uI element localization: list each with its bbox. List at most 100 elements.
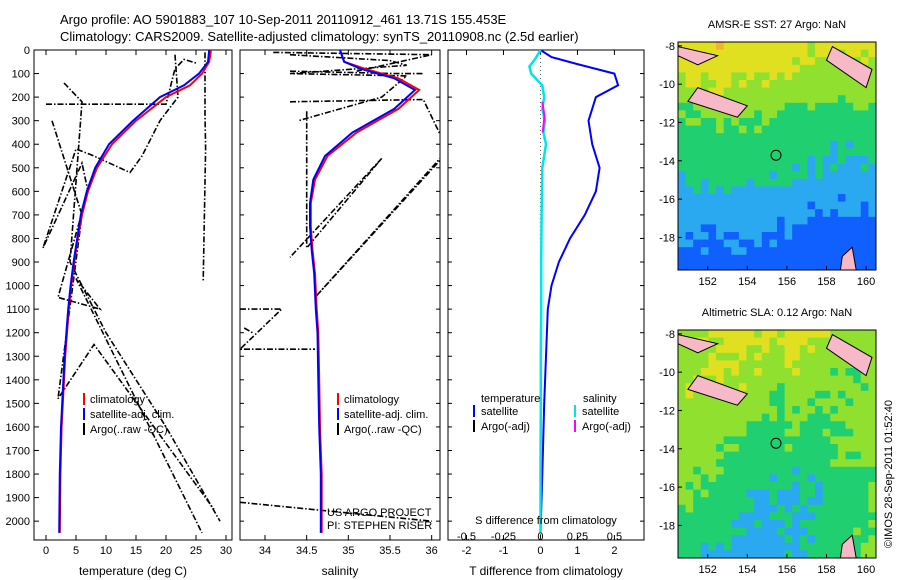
map-cell [716,520,725,529]
map-cell [693,428,702,437]
plot-frame [33,49,233,541]
map-cell [693,232,702,241]
map-cell [761,186,770,195]
diff-temp-satellite-line [539,50,620,533]
map-cell [860,428,869,437]
map-cell [685,209,694,218]
map-cell [853,482,862,491]
map-cell [792,178,801,187]
map-cell [769,451,778,460]
map-cell [830,110,839,119]
map-cell [830,125,839,134]
map-cell [792,64,801,73]
map-cell [792,262,801,270]
map-cell [792,406,801,415]
map-cell [731,178,740,187]
x-tick-label: 2 [611,545,617,557]
map-cell [700,504,709,513]
map-cell [700,224,709,233]
map-cell [723,428,732,437]
map-cell [837,194,847,203]
map-cell [822,413,831,422]
map-cell [693,209,702,218]
map-cell [723,194,732,203]
map-cell [738,125,748,134]
map-cell [700,413,709,422]
map-cell [792,72,801,81]
map-cell [799,209,808,218]
map-cell [731,428,740,437]
map-cell [738,156,748,165]
map-cell [716,201,725,210]
x-tick-label: 35.5 [379,545,400,557]
map-cell [678,133,687,142]
map-cell [799,413,808,422]
temp-satellite-line [58,50,211,533]
map-cell [792,247,801,256]
map-cell [746,398,755,407]
map-cell [799,406,808,415]
map-cell [837,216,847,225]
map-cell [837,125,847,134]
map-cell [754,262,763,270]
map-cell [716,474,725,483]
map-cell [837,375,847,384]
map-cell [723,451,732,460]
map-cell [853,368,862,377]
map-cell [799,474,808,483]
map-cell [738,95,748,104]
map-cell [723,375,732,384]
map-cell [777,87,786,96]
map-cell [799,80,808,89]
map-cell [815,186,824,195]
map-cell [723,57,732,66]
map-cell [693,216,702,225]
map-cell [868,466,876,475]
map-cell [761,80,770,89]
map-cell [860,178,869,187]
map-cell [754,375,763,384]
map-cell [678,57,687,66]
map-cell [754,216,763,225]
map-cell [853,201,862,210]
map-cell [693,482,702,491]
map-cell [868,520,876,529]
map-cell [738,330,748,339]
map-cell [723,42,732,51]
map-cell [693,459,702,468]
y-tick-label: 1800 [6,469,30,481]
map-cell [860,520,869,529]
map-cell [815,80,824,89]
land-mass [839,534,857,558]
map-cell [837,171,847,180]
map-cell [716,194,725,203]
plot-frame [447,49,645,541]
map-cell [731,216,740,225]
map-cell [738,550,748,558]
map-cell [731,72,740,81]
y-tick-label: 100 [12,69,30,81]
x-tick-label-top: 0.5 [607,531,622,543]
map-cell [723,262,732,270]
map-cell [754,87,763,96]
map-cell [853,224,862,233]
map-cell [853,337,862,346]
map-cell [822,497,831,506]
map-cell [807,489,816,498]
map-cell [685,133,694,142]
map-cell [754,345,763,354]
map-cell [845,428,854,437]
map-cell [716,72,725,81]
map-cell [716,49,725,58]
map-cell [837,42,847,51]
map-cell [799,232,808,241]
map-cell [868,239,876,248]
map-cell [716,148,725,157]
map-cell [708,444,717,453]
map-cell [792,368,801,377]
map-cell [830,512,839,521]
y-tick-label: -14 [659,444,675,456]
map-cell [845,504,854,513]
map-cell [769,163,778,172]
map-cell [792,337,801,346]
